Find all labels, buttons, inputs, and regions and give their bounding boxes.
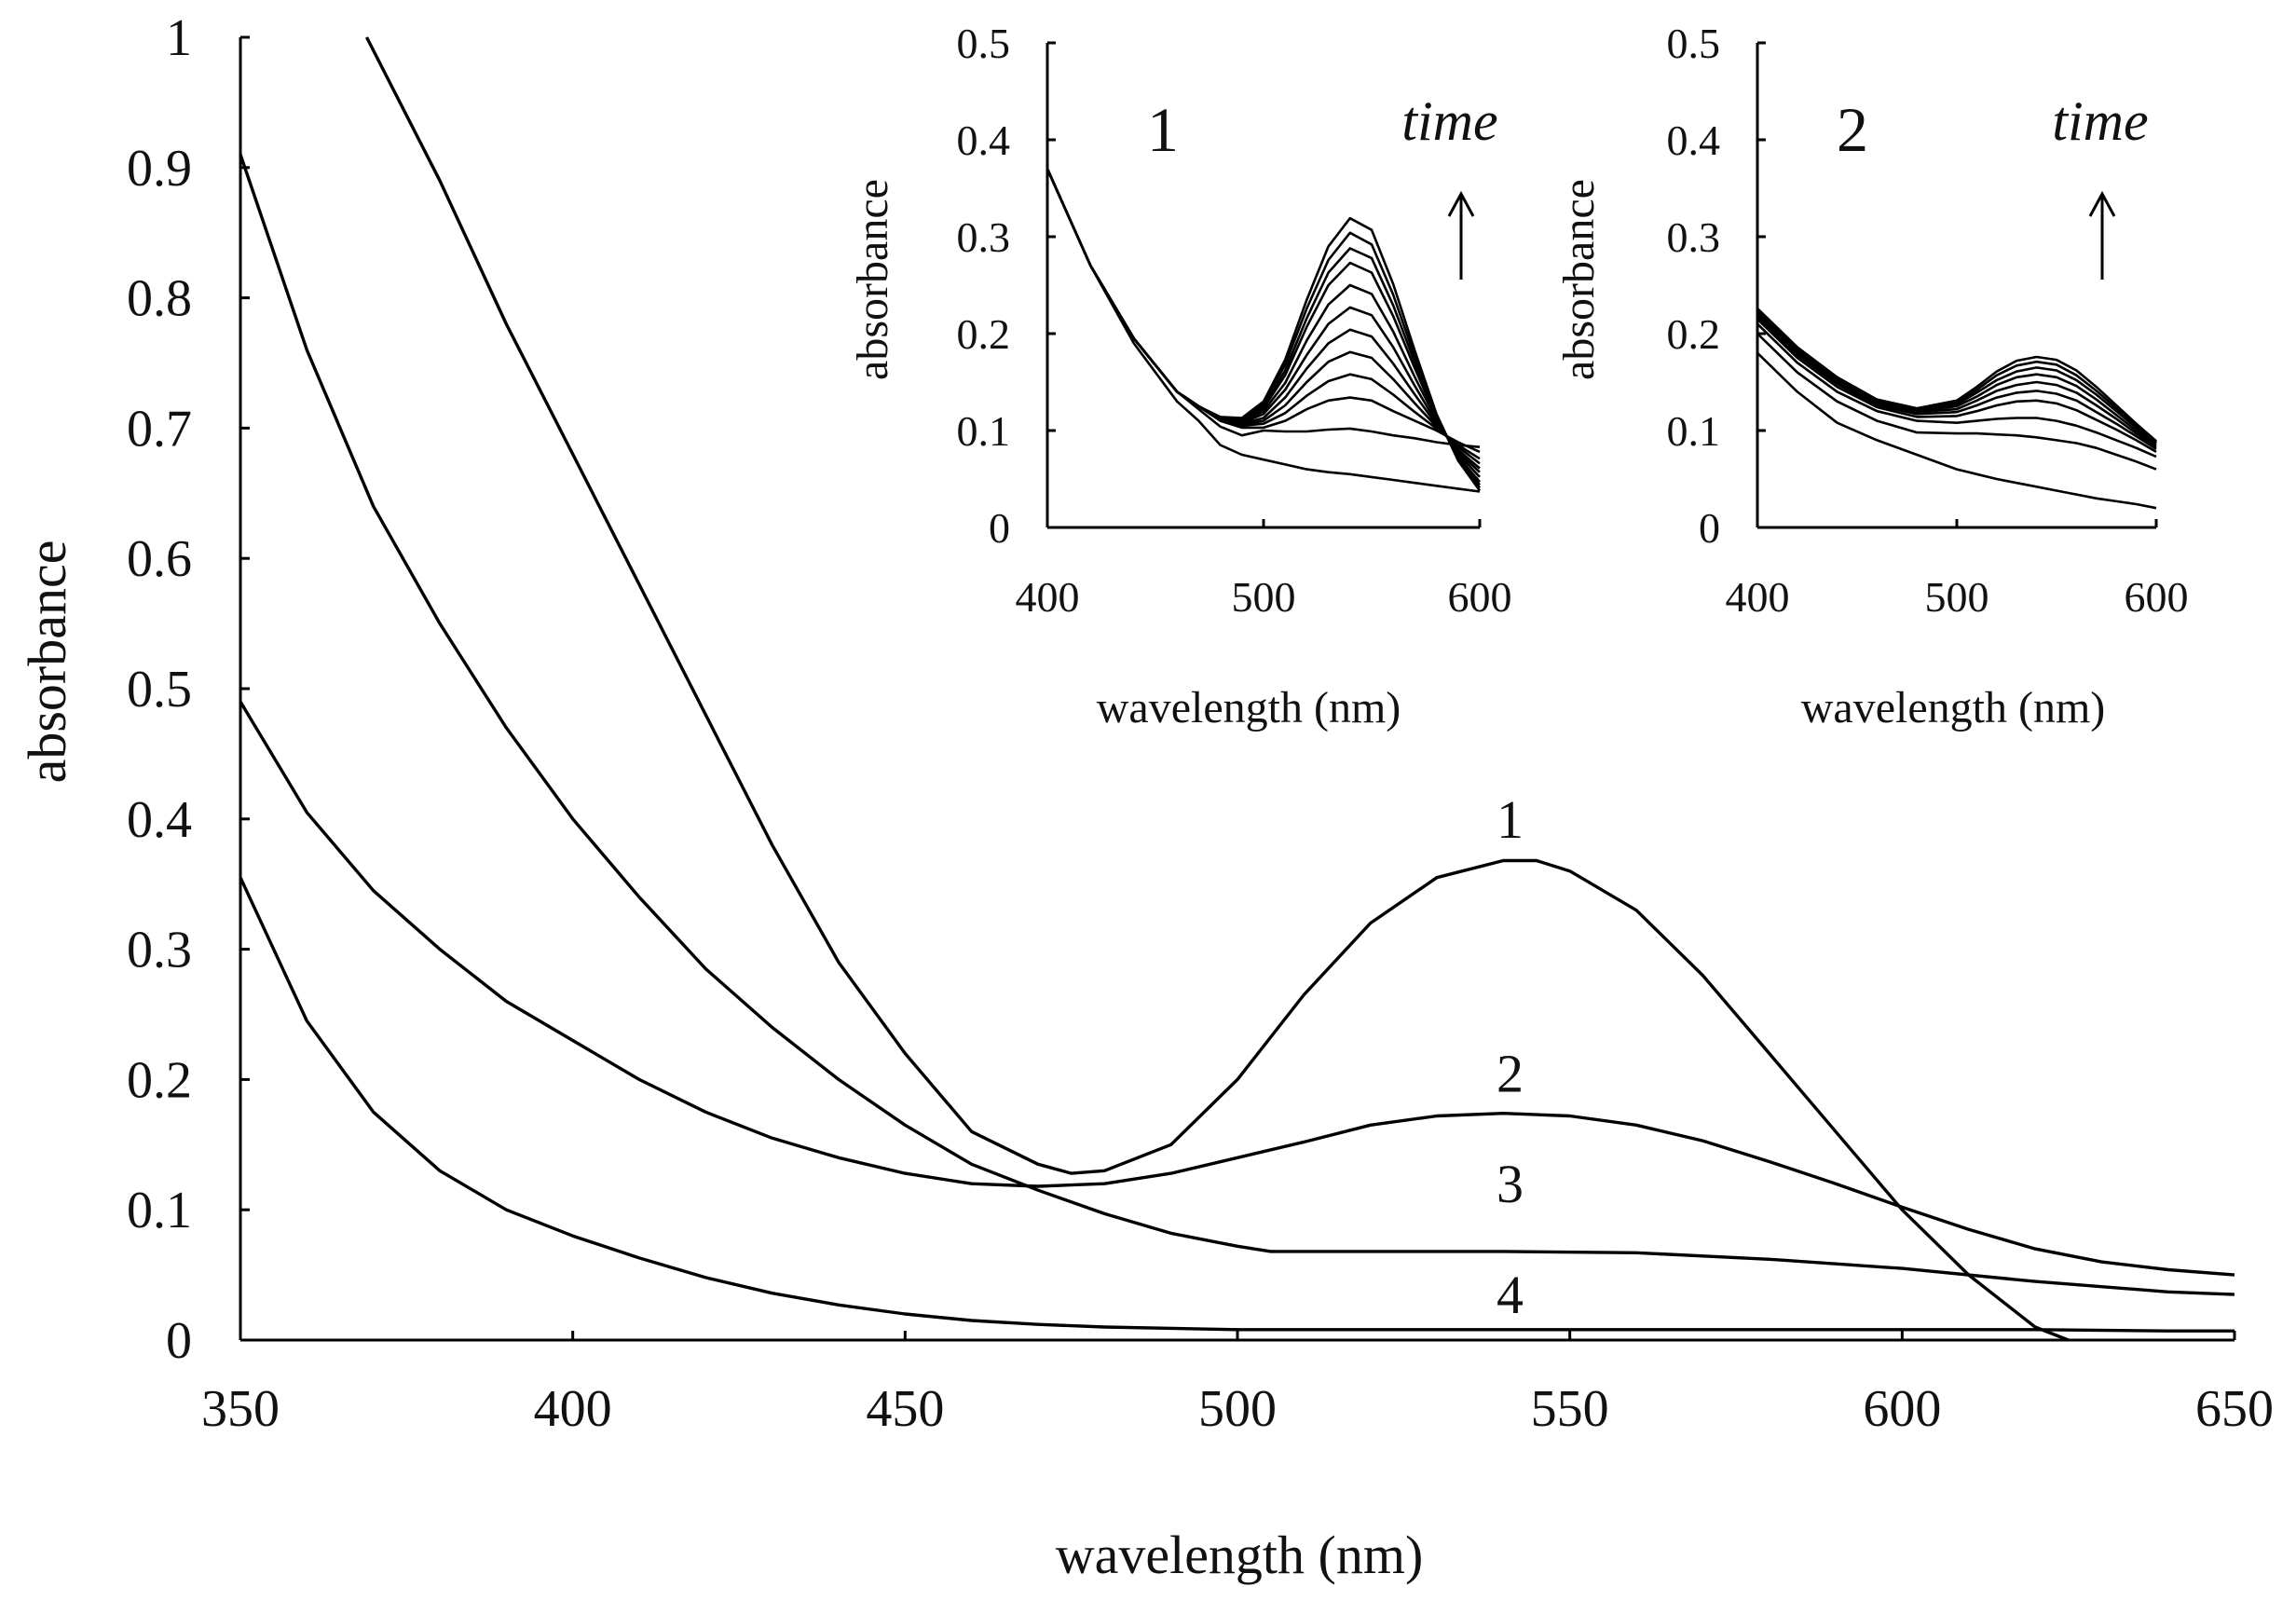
inset-1-x-axis-title: wavelength (nm): [1097, 683, 1401, 732]
inset-1-series-line: [1046, 168, 1481, 483]
inset-2-series-line: [1756, 351, 2157, 510]
main-y-tick-label: 0.3: [127, 922, 192, 979]
inset-1-time-annotation: time: [1401, 90, 1497, 152]
main-y-axis-title: absorbance: [17, 541, 77, 784]
inset-2-x-tick-label: 600: [2125, 573, 2189, 621]
inset-2-x-axis-title: wavelength (nm): [1801, 683, 2106, 732]
inset-1-y-tick-label: 0.4: [957, 116, 1011, 164]
inset-2-series-line: [1756, 315, 2157, 450]
inset-1-y-tick-label: 0.3: [957, 213, 1011, 261]
inset-1-y-tick-label: 0.2: [957, 310, 1011, 358]
inset-2-x-tick-label: 400: [1726, 573, 1790, 621]
main-y-tick-label: 0.5: [127, 661, 192, 718]
inset-1-axes: 0 0.1 0.2 0.3 0.4 0.5 400 500 600: [957, 20, 1512, 621]
main-x-tick-label: 400: [534, 1380, 612, 1438]
main-y-tick-label: 1: [166, 9, 192, 67]
main-series-4-label: 4: [1496, 1265, 1524, 1325]
inset-2-y-tick-label: 0.3: [1667, 213, 1721, 261]
inset-2-series-line: [1756, 333, 2157, 471]
main-curves: 1 2 3 4: [239, 36, 2235, 1342]
main-chart: 1 2 3 4 0 0.1 0.2 0.3 0.4 0.5 0.6 0.7 0.8 0.9 1 350 400…: [17, 9, 2274, 1585]
main-y-tick-label: 0: [166, 1312, 192, 1370]
main-series-1-label: 1: [1496, 789, 1524, 850]
inset-1-y-tick-label: 0.1: [957, 407, 1011, 455]
main-series-1-line: [364, 36, 2070, 1342]
inset-1-series-line: [1046, 168, 1482, 489]
main-series-3-line: [239, 154, 2235, 1296]
inset-2-y-tick-label: 0.5: [1667, 20, 1721, 67]
main-x-tick-label: 450: [866, 1380, 944, 1438]
main-x-axis-title: wavelength (nm): [1056, 1525, 1424, 1585]
inset-1-y-tick-label: 0.5: [957, 20, 1011, 67]
inset-2-y-axis-title: absorbance: [1554, 179, 1604, 380]
inset-1-series-line: [1046, 168, 1481, 493]
inset-1-x-tick-label: 400: [1016, 573, 1080, 621]
inset-2-series-line: [1756, 308, 2157, 443]
inset-1-y-axis-title: absorbance: [848, 179, 897, 380]
main-y-tick-label: 0.7: [127, 400, 192, 458]
main-series-3-label: 3: [1496, 1154, 1524, 1214]
inset-1-y-tick-label: 0: [989, 504, 1010, 552]
main-y-tick-label: 0.1: [127, 1182, 192, 1239]
inset-1-x-tick-label: 600: [1448, 573, 1512, 621]
inset-2-y-tick-label: 0.1: [1667, 407, 1721, 455]
main-y-tick-label: 0.6: [127, 530, 192, 588]
inset-2-axes: 0 0.1 0.2 0.3 0.4 0.5 400 500 600: [1667, 20, 2189, 621]
main-x-tick-label: 600: [1863, 1380, 1941, 1438]
inset-2-series-line: [1756, 313, 2157, 448]
main-series-4-line: [239, 876, 2234, 1333]
main-y-tick-label: 0.4: [127, 791, 192, 849]
inset-1-x-tick-label: 500: [1232, 573, 1296, 621]
inset-2-panel-label: 2: [1837, 94, 1868, 165]
inset-2-time-annotation: time: [2052, 90, 2148, 152]
inset-2-time-arrow: [2088, 190, 2116, 280]
main-series-2-label: 2: [1496, 1043, 1524, 1103]
main-x-tick-label: 350: [201, 1380, 280, 1438]
inset-2-series-line: [1756, 318, 2157, 454]
inset-1-panel-label: 1: [1147, 94, 1179, 165]
main-x-tick-label: 500: [1198, 1380, 1277, 1438]
inset-1-series-line: [1046, 168, 1481, 465]
inset-chart-2: 0 0.1 0.2 0.3 0.4 0.5 400 500 600 2 time wavelen…: [1554, 20, 2189, 732]
main-series-2-line: [239, 701, 2235, 1277]
inset-1-time-arrow: [1447, 190, 1475, 280]
inset-chart-1: 0 0.1 0.2 0.3 0.4 0.5 400 500 600 1 time wavelen…: [848, 20, 1512, 732]
inset-2-y-tick-label: 0.2: [1667, 310, 1721, 358]
main-y-tick-label: 0.2: [127, 1051, 192, 1109]
inset-1-series-line: [1046, 168, 1482, 492]
inset-2-curves: [1756, 308, 2157, 510]
main-x-tick-label: 550: [1531, 1380, 1609, 1438]
inset-2-series-line: [1756, 322, 2157, 458]
inset-1-curves: [1046, 168, 1482, 493]
inset-2-y-tick-label: 0.4: [1667, 116, 1721, 164]
main-x-tick-label: 650: [2195, 1380, 2274, 1438]
main-y-tick-label: 0.8: [127, 270, 192, 328]
inset-2-y-tick-label: 0: [1699, 504, 1720, 552]
inset-2-x-tick-label: 500: [1925, 573, 1989, 621]
main-y-tick-label: 0.9: [127, 140, 192, 198]
